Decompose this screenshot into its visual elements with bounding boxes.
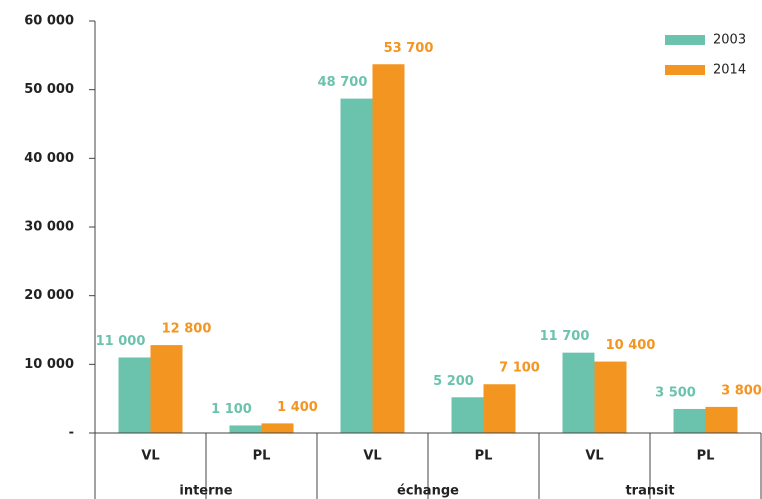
bar <box>451 397 484 433</box>
value-label: 48 700 <box>318 75 368 90</box>
value-label: 3 800 <box>721 383 762 398</box>
value-label: 11 700 <box>540 329 590 344</box>
x-tick-label: PL <box>475 449 493 464</box>
bar <box>483 384 516 433</box>
bar <box>372 64 405 433</box>
bar <box>562 352 595 433</box>
value-label: 12 800 <box>162 322 212 337</box>
y-tick-label: 40 000 <box>24 151 74 166</box>
group-label: échange <box>397 484 459 499</box>
y-tick-label: 30 000 <box>24 220 74 235</box>
group-label: interne <box>179 484 232 499</box>
bar <box>673 408 706 433</box>
value-label: 10 400 <box>606 338 656 353</box>
value-label: 5 200 <box>433 374 474 389</box>
value-label: 7 100 <box>499 361 540 376</box>
bar <box>229 425 262 433</box>
x-tick-label: VL <box>141 449 159 464</box>
bar <box>705 406 738 433</box>
legend-label: 2014 <box>713 63 746 78</box>
y-tick-label: - <box>69 426 74 441</box>
y-tick-label: 50 000 <box>24 82 74 97</box>
y-tick-label: 10 000 <box>24 357 74 372</box>
legend-label: 2003 <box>713 33 746 48</box>
group-label: transit <box>625 484 674 499</box>
bar <box>150 345 183 433</box>
value-label: 3 500 <box>655 385 696 400</box>
value-label: 11 000 <box>96 334 146 349</box>
y-tick-label: 20 000 <box>24 288 74 303</box>
bar <box>594 361 627 433</box>
value-label: 53 700 <box>384 41 434 56</box>
legend-swatch <box>665 35 705 45</box>
x-tick-label: VL <box>363 449 381 464</box>
bar <box>118 357 151 433</box>
legend-swatch <box>665 65 705 75</box>
value-label: 1 400 <box>277 400 318 415</box>
bar <box>261 423 294 433</box>
y-tick-label: 60 000 <box>24 14 74 29</box>
x-tick-label: PL <box>253 449 271 464</box>
bar <box>340 98 373 434</box>
value-label: 1 100 <box>211 402 252 417</box>
x-tick-label: PL <box>697 449 715 464</box>
x-tick-label: VL <box>585 449 603 464</box>
